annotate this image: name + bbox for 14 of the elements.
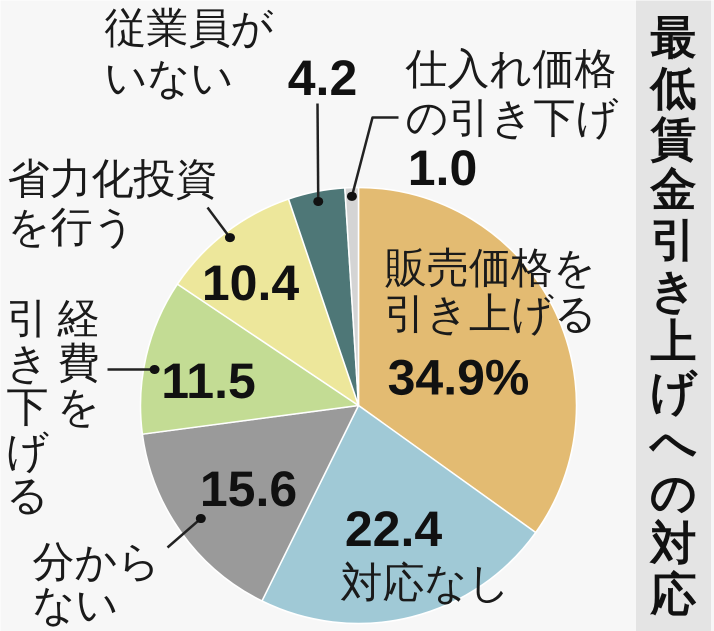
data-label: 11.5 (161, 353, 256, 409)
slice-label: 経費を引き下げる (6, 294, 100, 520)
slice-label: 仕入れ価格の引き下げ (404, 44, 618, 142)
slice-label: 省力化投資を行う (8, 154, 218, 251)
data-label: 10.4 (202, 255, 300, 311)
data-label: 34.9% (388, 350, 530, 406)
data-label: 22.4 (344, 501, 442, 557)
slice-label: 分からない (32, 537, 160, 629)
data-label: 1.0 (408, 140, 478, 196)
chart-title: 最低賃金引き上げへの対応 (650, 10, 697, 621)
data-label: 4.2 (288, 50, 358, 106)
slice-label: 対応なし (340, 558, 510, 607)
slice-label: 従業員がいない (104, 3, 274, 102)
data-label: 15.6 (200, 461, 298, 517)
